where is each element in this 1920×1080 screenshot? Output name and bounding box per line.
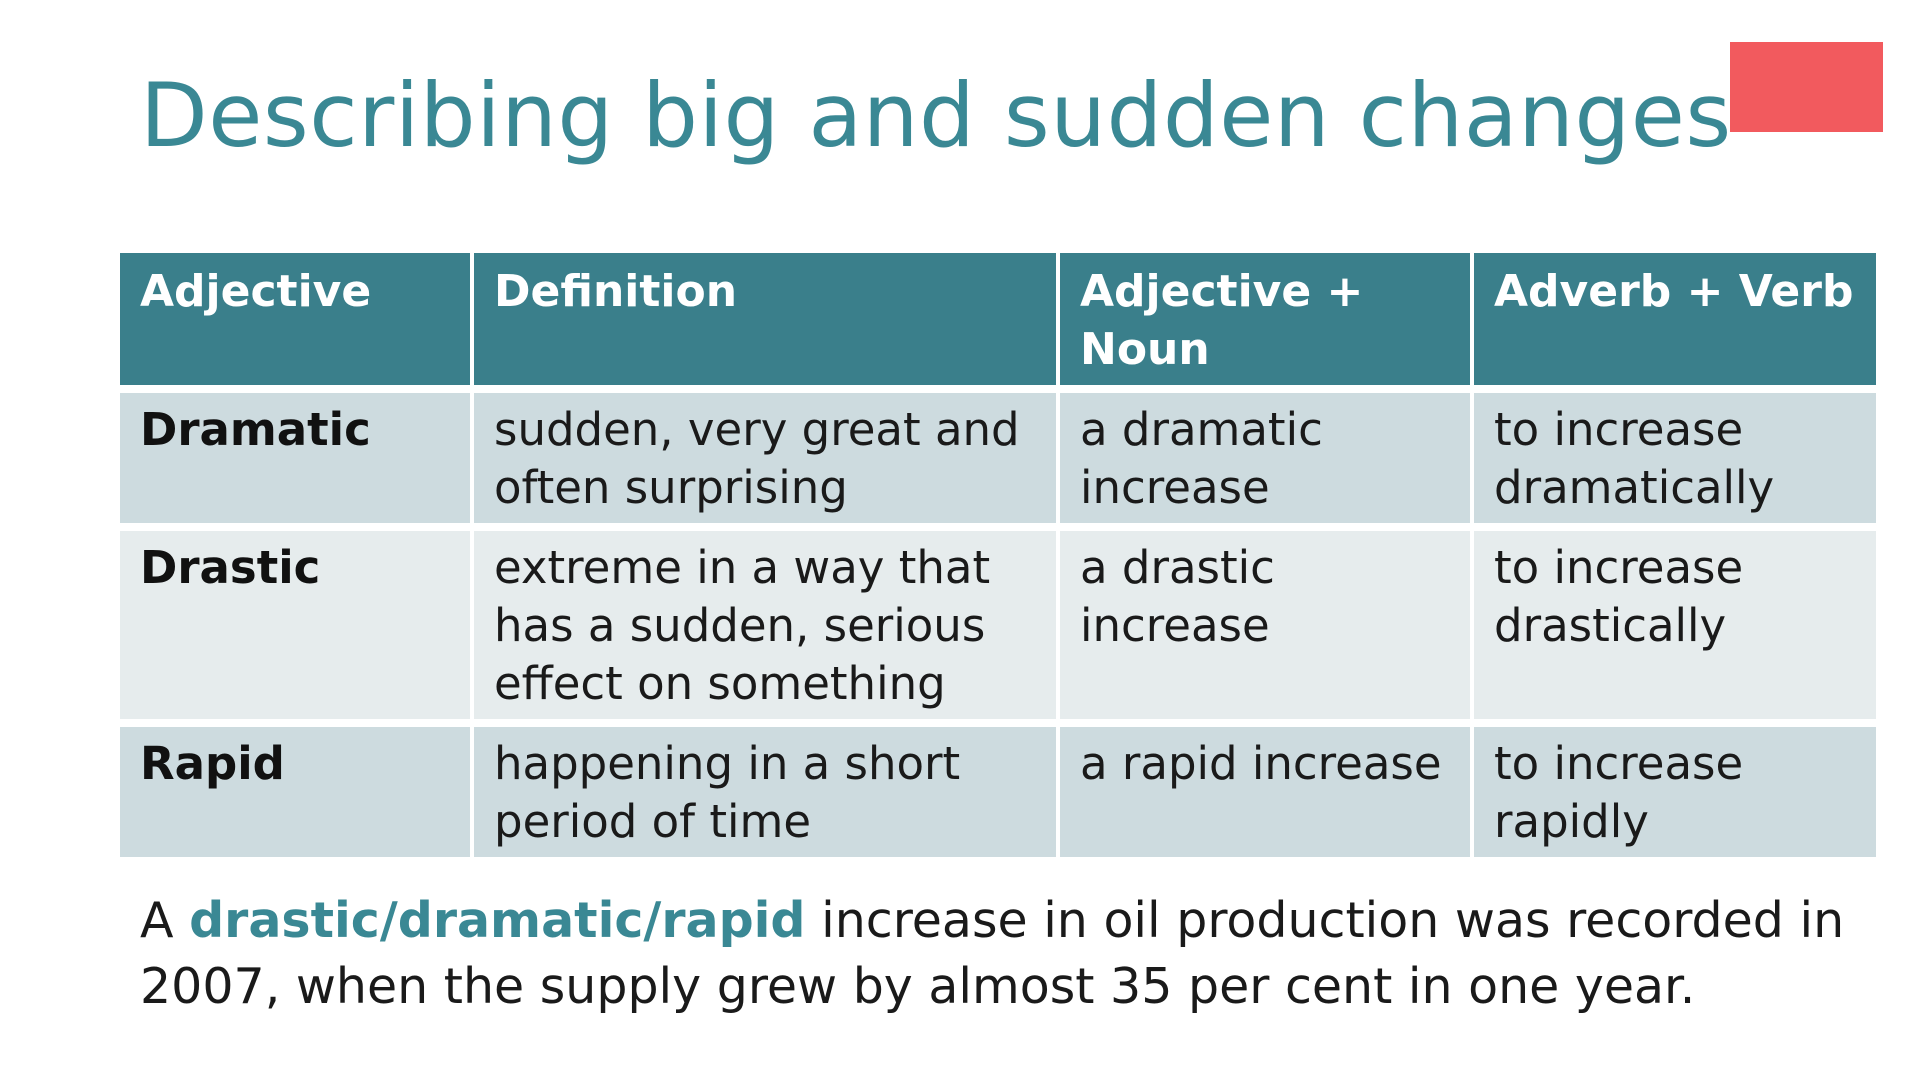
- cell-adjective: Dramatic: [120, 393, 470, 523]
- table-row: Rapid happening in a short period of tim…: [120, 727, 1876, 857]
- table-header-row: Adjective Definition Adjective + Noun Ad…: [120, 253, 1876, 385]
- vocabulary-table: Adjective Definition Adjective + Noun Ad…: [116, 245, 1880, 865]
- cell-definition: sudden, very great and often surprising: [474, 393, 1056, 523]
- header-adjective: Adjective: [120, 253, 470, 385]
- header-definition: Definition: [474, 253, 1056, 385]
- table-row: Drastic extreme in a way that has a sudd…: [120, 531, 1876, 719]
- cell-adjective: Drastic: [120, 531, 470, 719]
- example-suffix: increase in oil production was recorded …: [140, 892, 1845, 1015]
- cell-adjective-noun: a drastic increase: [1060, 531, 1470, 719]
- cell-adjective: Rapid: [120, 727, 470, 857]
- example-sentence: A drastic/dramatic/rapid increase in oil…: [140, 888, 1900, 1020]
- cell-adverb-verb: to increase dramatically: [1474, 393, 1876, 523]
- table-row: Dramatic sudden, very great and often su…: [120, 393, 1876, 523]
- cell-definition: extreme in a way that has a sudden, seri…: [474, 531, 1056, 719]
- accent-block: [1730, 42, 1883, 132]
- header-adjective-noun: Adjective + Noun: [1060, 253, 1470, 385]
- header-adverb-verb: Adverb + Verb: [1474, 253, 1876, 385]
- slide-title: Describing big and sudden changes: [140, 64, 1732, 167]
- cell-adjective-noun: a rapid increase: [1060, 727, 1470, 857]
- example-prefix: A: [140, 892, 190, 949]
- cell-adverb-verb: to increase rapidly: [1474, 727, 1876, 857]
- cell-adverb-verb: to increase drastically: [1474, 531, 1876, 719]
- cell-adjective-noun: a dramatic increase: [1060, 393, 1470, 523]
- example-highlight: drastic/dramatic/rapid: [189, 892, 806, 949]
- cell-definition: happening in a short period of time: [474, 727, 1056, 857]
